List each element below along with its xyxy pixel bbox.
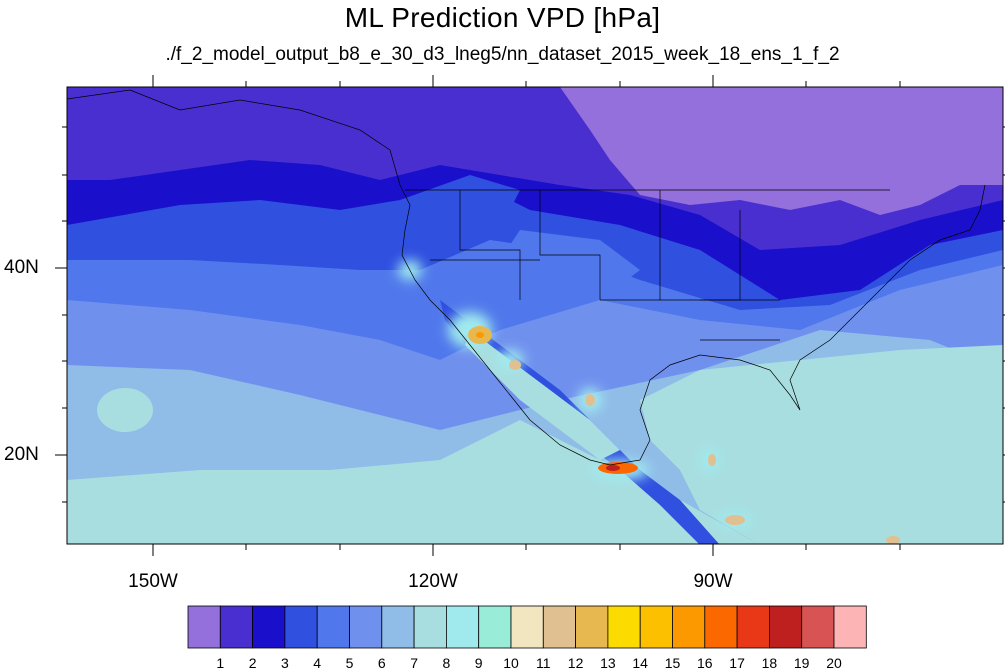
lat-label-40n: 40N (4, 257, 39, 278)
map-panel (55, 75, 1005, 556)
colorbar-tick-label: 3 (280, 655, 289, 671)
colorbar-tick-label: 20 (826, 655, 842, 671)
colorbar-swatch (381, 605, 415, 649)
colorbar (187, 605, 867, 649)
coastlines (67, 89, 986, 466)
colorbar-tick-label: 18 (761, 655, 778, 671)
lat-ticks (55, 126, 1005, 503)
colorbar-swatch (284, 605, 318, 649)
colorbar-tick-label: 14 (632, 655, 648, 671)
lon-label-120w: 120W (408, 571, 458, 592)
vpd-field (67, 87, 1003, 544)
colorbar-swatch (801, 605, 835, 649)
chart-subtitle: ./f_2_model_output_b8_e_30_d3_lneg5/nn_d… (165, 44, 840, 65)
vpd-zone-1 (560, 87, 1003, 215)
colorbar-swatch (607, 605, 641, 649)
colorbar-tick-label: 10 (503, 655, 519, 671)
colorbar-swatch (542, 605, 576, 649)
colorbar-tick-label: 1 (216, 655, 225, 671)
chart-title: ML Prediction VPD [hPa] (344, 2, 661, 33)
colorbar-tick-label: 19 (793, 655, 810, 671)
colorbar-tick-label: 11 (536, 655, 551, 671)
colorbar-swatch (769, 605, 803, 649)
colorbar-swatch (704, 605, 738, 649)
colorbar-swatch (219, 605, 253, 649)
colorbar-tick-label: 9 (474, 655, 483, 671)
colorbar-tick-label: 13 (600, 655, 616, 671)
vpd-zone-8-south (67, 420, 759, 544)
colorbar-tick-label: 8 (442, 655, 451, 671)
colorbar-tick-label: 12 (567, 655, 584, 671)
colorbar-tick-label: 2 (248, 655, 257, 671)
colorbar-tick-label: 15 (664, 655, 681, 671)
colorbar-swatch (478, 605, 512, 649)
vpd-zone-8-gulf (640, 345, 1003, 544)
colorbar-tick-label: 6 (377, 655, 386, 671)
colorbar-swatch (672, 605, 706, 649)
colorbar-swatch (252, 605, 286, 649)
colorbar-swatch (316, 605, 350, 649)
colorbar-tick-label: 17 (729, 655, 745, 671)
colorbar-swatch (639, 605, 673, 649)
colorbar-swatch (510, 605, 544, 649)
colorbar-swatch (413, 605, 447, 649)
colorbar-swatch (187, 605, 221, 649)
colorbar-swatch (736, 605, 770, 649)
colorbar-swatch (349, 605, 383, 649)
colorbar-swatch (445, 605, 480, 649)
colorbar-tick-label: 7 (410, 655, 418, 671)
vpd-zone-8-island (97, 388, 153, 432)
colorbar-tick-label: 5 (345, 655, 354, 671)
lon-label-90w: 90W (693, 571, 733, 592)
lon-label-150w: 150W (128, 571, 178, 592)
colorbar-tick-label: 16 (697, 655, 713, 671)
lon-ticks (152, 75, 901, 556)
lat-label-20n: 20N (4, 444, 39, 465)
colorbar-swatch (833, 605, 867, 649)
vpd-zone-5-southwest (500, 230, 640, 300)
colorbar-tick-label: 4 (313, 655, 322, 671)
colorbar-swatch (575, 605, 609, 649)
